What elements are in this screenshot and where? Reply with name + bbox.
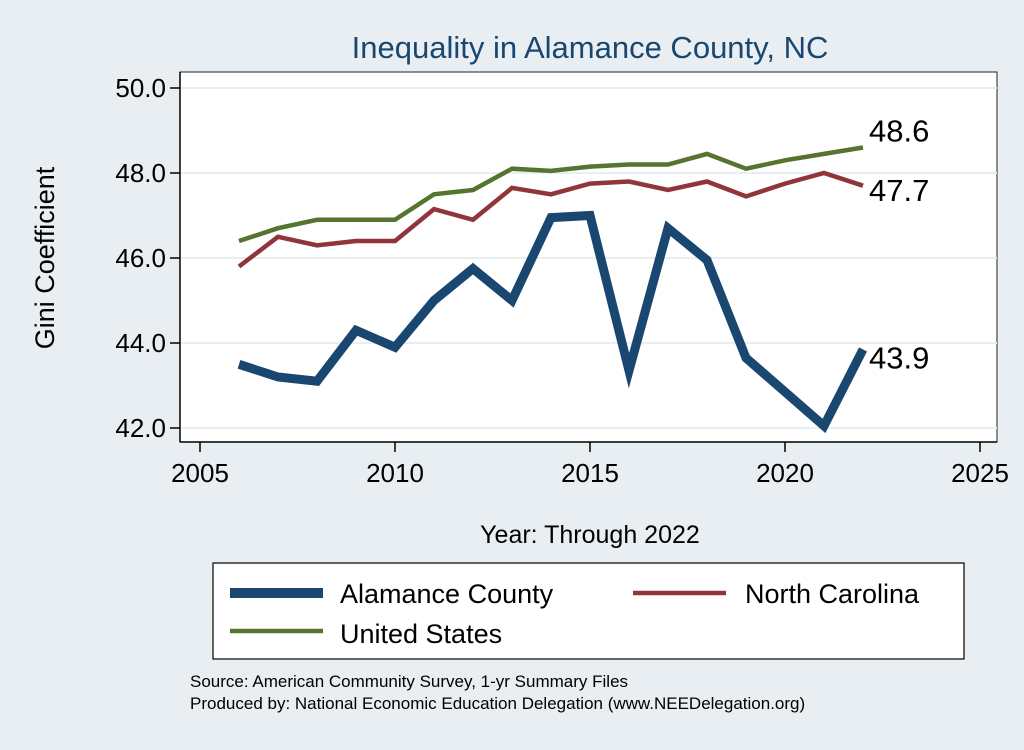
y-axis-title: Gini Coefficient <box>30 166 60 349</box>
end-label-alamance-county: 43.9 <box>869 340 929 375</box>
series-line-north-carolina <box>237 170 864 269</box>
legend-label-north-carolina: North Carolina <box>745 579 920 609</box>
y-tick-label: 48.0 <box>115 158 166 188</box>
x-tick-label: 2020 <box>756 458 814 488</box>
series-lines <box>237 145 868 434</box>
series-line-united-states <box>238 145 864 244</box>
end-labels: 48.6 47.7 43.9 <box>869 114 929 376</box>
x-tick-label: 2005 <box>171 458 229 488</box>
legend-label-alamance: Alamance County <box>340 579 554 609</box>
x-tick-label: 2025 <box>951 458 1009 488</box>
legend-label-united-states: United States <box>340 619 502 649</box>
end-label-north-carolina: 47.7 <box>869 173 929 208</box>
y-tick-label: 50.0 <box>115 73 166 103</box>
chart-title: Inequality in Alamance County, NC <box>352 30 829 65</box>
x-tick-label: 2015 <box>561 458 619 488</box>
legend-box <box>212 562 965 660</box>
axis-ticks: 42.0 44.0 46.0 48.0 50.0 2005 2010 2015 2020 2025 <box>115 73 1009 488</box>
x-tick-label: 2010 <box>366 458 424 488</box>
grid-lines <box>180 87 997 429</box>
y-tick-label: 42.0 <box>115 413 166 443</box>
produced-note: Produced by: National Economic Education… <box>190 694 805 713</box>
y-tick-label: 46.0 <box>115 243 166 273</box>
source-note: Source: American Community Survey, 1-yr … <box>190 672 628 691</box>
x-axis-title: Year: Through 2022 <box>480 521 700 549</box>
end-label-united-states: 48.6 <box>869 114 929 149</box>
series-line-alamance-county <box>237 210 868 434</box>
y-tick-label: 44.0 <box>115 328 166 358</box>
